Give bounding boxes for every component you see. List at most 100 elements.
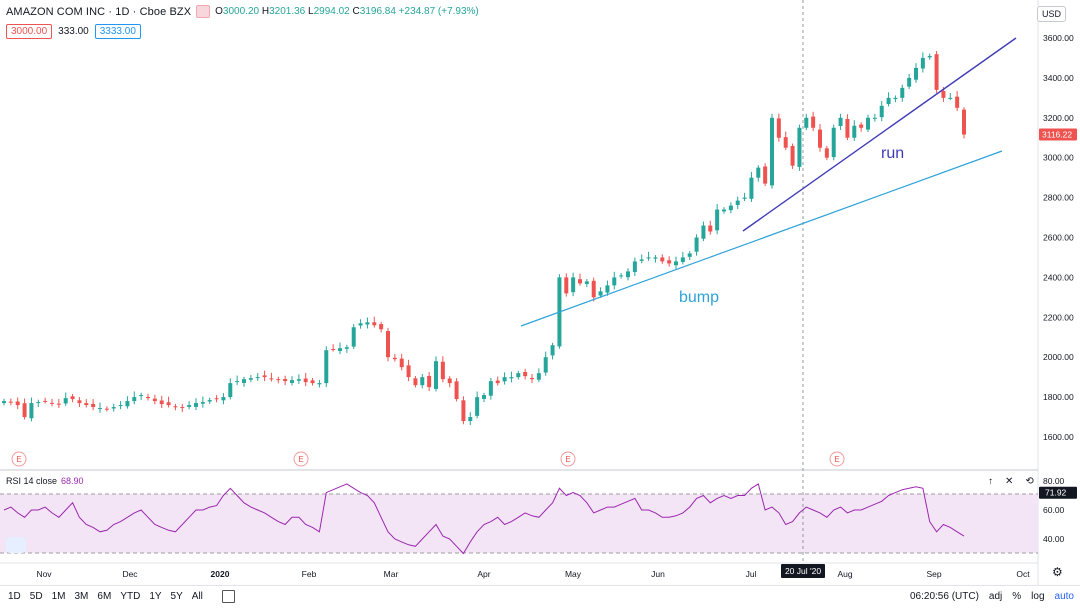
candle-body [770, 117, 774, 186]
candle-body [872, 117, 877, 119]
candle-body [262, 375, 267, 378]
candle-body [536, 373, 541, 380]
candle-body [907, 77, 912, 87]
buy-button[interactable]: 3333.00 [94, 24, 141, 39]
trend-lines[interactable]: run bump [520, 37, 1017, 327]
range-1m[interactable]: 1M [51, 591, 66, 602]
candle-body [379, 324, 384, 330]
candle-body [591, 280, 596, 298]
range-all[interactable]: All [191, 591, 203, 602]
trade-panel: 3000.00 333.00 3333.00 [6, 24, 141, 39]
candle-body [351, 327, 356, 347]
candle-body [324, 350, 329, 384]
bump-trend-line[interactable] [520, 150, 1003, 327]
earnings-marker[interactable] [560, 451, 576, 467]
adj-toggle[interactable]: adj [988, 591, 1003, 602]
currency-button[interactable]: USD [1036, 6, 1066, 22]
candle-body [427, 375, 432, 388]
run-annotation[interactable]: run [881, 145, 904, 162]
candle-body [36, 402, 41, 404]
calendar-icon[interactable] [222, 590, 235, 603]
tradingview-logo-icon[interactable] [6, 537, 26, 553]
y-tick-label: 3400.00 [1043, 73, 1074, 83]
candle-body [248, 378, 253, 380]
log-toggle[interactable]: log [1031, 591, 1045, 602]
candle-body [255, 377, 260, 379]
utc-time[interactable]: 06:20:56 (UTC) [909, 591, 979, 602]
candle-body [530, 377, 534, 380]
earnings-marker[interactable] [293, 451, 309, 467]
candle-body [550, 345, 555, 356]
candle-body [715, 209, 720, 231]
candle-body [962, 109, 966, 135]
y-tick-label: 2400.00 [1043, 272, 1074, 282]
x-tick-label: Jun [651, 569, 665, 579]
candle-body [543, 357, 548, 373]
rsi-line [3, 483, 965, 555]
candle-body [63, 398, 68, 404]
rsi-value-tag [1039, 486, 1077, 499]
candle-body [173, 406, 178, 408]
range-5d[interactable]: 5D [29, 591, 43, 602]
y-tick-label: 2000.00 [1043, 352, 1074, 362]
rsi-label[interactable]: RSI 14 close [6, 476, 58, 486]
range-ytd[interactable]: YTD [120, 591, 141, 602]
candle-body [180, 407, 185, 409]
candle-body [420, 377, 425, 386]
candle-body [646, 257, 651, 259]
range-1d[interactable]: 1D [8, 591, 21, 602]
run-trend-line[interactable] [742, 37, 1017, 232]
earnings-marker[interactable] [11, 451, 27, 467]
last-price-tag [1039, 128, 1077, 141]
compare-icon[interactable] [196, 5, 211, 18]
gear-icon[interactable]: ⚙ [1052, 565, 1063, 579]
range-6m[interactable]: 6M [97, 591, 112, 602]
candle-body [84, 403, 89, 406]
candle-body [269, 378, 274, 380]
candle-body [708, 225, 713, 232]
x-tick-label: Sep [926, 569, 941, 579]
candle-body [742, 197, 747, 199]
close-icon[interactable]: ✕ [1005, 476, 1014, 487]
earnings-marker[interactable] [829, 451, 845, 467]
move-up-icon[interactable]: ↑ [988, 476, 993, 487]
candle-body [56, 403, 61, 405]
y-tick-label: 2800.00 [1043, 193, 1074, 203]
candle-body [578, 279, 582, 284]
crosshair-date-tag [781, 564, 825, 578]
axis-options: 06:20:56 (UTC) adj % log auto [910, 591, 1074, 602]
candle-body [392, 357, 397, 360]
candle-body [571, 277, 576, 293]
candle-body [125, 401, 130, 407]
candle-body [440, 361, 445, 380]
candle-body [687, 253, 692, 257]
auto-toggle[interactable]: auto [1054, 591, 1074, 602]
candle-body [948, 97, 953, 99]
candle-body [509, 377, 514, 379]
candle-body [104, 408, 109, 410]
candle-body [296, 379, 301, 381]
maximize-icon[interactable]: ⟲ [1025, 476, 1034, 487]
candle-body [893, 97, 898, 100]
range-3m[interactable]: 3M [74, 591, 89, 602]
bump-annotation[interactable]: bump [679, 289, 719, 306]
rsi-tick-label: 40.00 [1043, 534, 1065, 544]
spread-value: 333.00 [58, 26, 89, 37]
percent-toggle[interactable]: % [1012, 591, 1022, 602]
candle-body [914, 67, 918, 80]
symbol-title[interactable]: AMAZON COM INC · 1D · Cboe BZX [6, 5, 192, 18]
candle-body [386, 331, 390, 358]
rsi-tick-label: 60.00 [1043, 505, 1065, 515]
candle-body [653, 257, 658, 259]
range-1y[interactable]: 1Y [149, 591, 162, 602]
candle-body [900, 87, 905, 98]
candle-body [242, 379, 246, 383]
candle-body [626, 271, 630, 278]
candle-body [475, 397, 480, 416]
sell-button[interactable]: 3000.00 [6, 24, 53, 39]
x-tick-label: Nov [36, 569, 52, 579]
range-5y[interactable]: 5Y [170, 591, 183, 602]
candle-body [187, 405, 192, 407]
